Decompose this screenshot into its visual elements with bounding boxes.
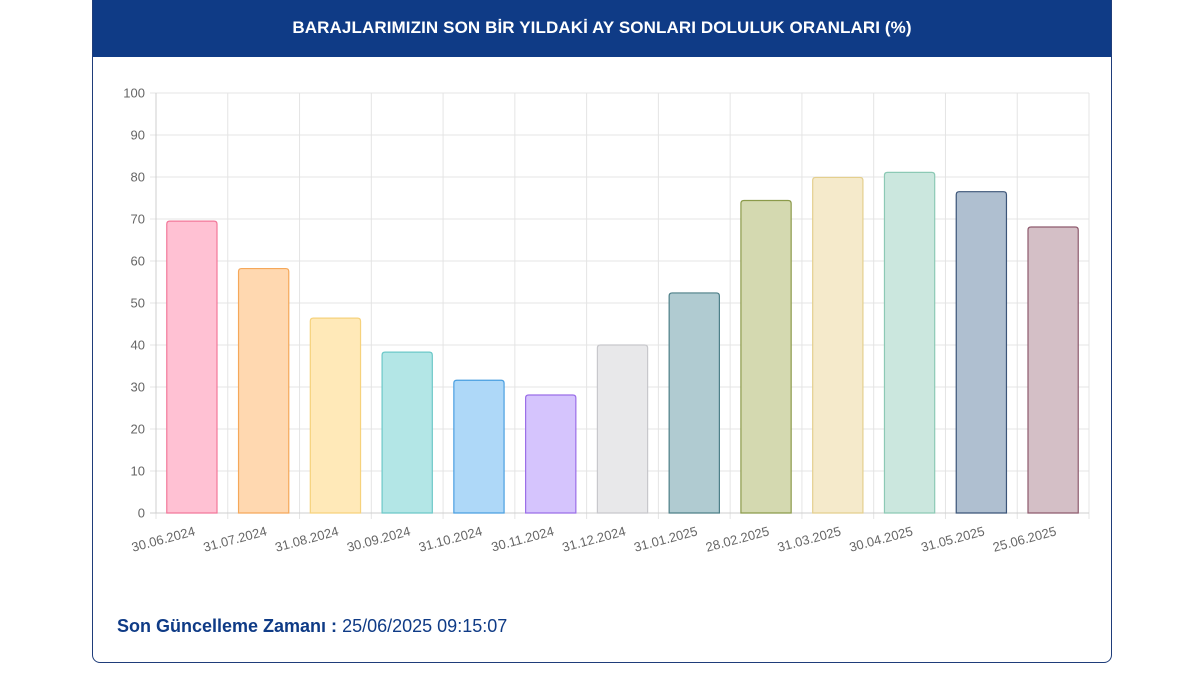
x-tick-label: 31.03.2025 xyxy=(776,523,843,554)
bar xyxy=(740,199,792,514)
last-update-value: 25/06/2025 09:15:07 xyxy=(342,616,508,636)
chart-title: BARAJLARIMIZIN SON BİR YILDAKİ AY SONLAR… xyxy=(292,18,912,37)
card-header: BARAJLARIMIZIN SON BİR YILDAKİ AY SONLAR… xyxy=(93,0,1111,57)
bar xyxy=(668,292,720,514)
x-tick-label: 30.09.2024 xyxy=(345,523,412,554)
y-tick-label: 100 xyxy=(123,86,145,101)
bar xyxy=(883,171,936,514)
x-tick-label: 31.10.2024 xyxy=(417,523,484,554)
y-tick-label: 20 xyxy=(131,422,145,437)
y-tick-label: 80 xyxy=(131,170,145,185)
bar xyxy=(309,317,362,514)
y-tick-label: 30 xyxy=(131,380,145,395)
bar xyxy=(525,394,577,514)
x-tick-label: 31.05.2025 xyxy=(919,523,986,554)
x-tick-label: 25.06.2025 xyxy=(991,523,1058,554)
y-tick-label: 60 xyxy=(131,254,145,269)
x-tick-label: 30.06.2024 xyxy=(130,523,197,554)
bar xyxy=(453,379,505,514)
y-tick-label: 10 xyxy=(131,464,145,479)
last-update: Son Güncelleme Zamanı : 25/06/2025 09:15… xyxy=(117,616,507,637)
x-tick-label: 31.07.2024 xyxy=(202,523,269,554)
last-update-label: Son Güncelleme Zamanı : xyxy=(117,616,338,636)
bar xyxy=(237,267,290,514)
bar xyxy=(812,176,864,514)
y-tick-label: 0 xyxy=(138,506,145,521)
bar xyxy=(166,220,218,514)
y-tick-label: 50 xyxy=(131,296,145,311)
bar xyxy=(1027,226,1079,514)
y-tick-label: 70 xyxy=(131,212,145,227)
x-tick-label: 30.11.2024 xyxy=(490,523,556,554)
bar xyxy=(955,191,1008,514)
y-tick-label: 90 xyxy=(131,128,145,143)
bar xyxy=(596,344,649,514)
bar xyxy=(381,351,433,514)
x-tick-label: 28.02.2025 xyxy=(704,523,771,554)
x-tick-label: 31.12.2024 xyxy=(561,523,628,554)
x-tick-label: 31.01.2025 xyxy=(632,523,699,554)
y-tick-label: 40 xyxy=(131,338,145,353)
x-tick-label: 31.08.2024 xyxy=(273,523,340,554)
bar-chart: 0 10 20 30 40 50 60 70 80 90 100 30.06.2024 31.07.20… xyxy=(123,86,1090,555)
chart-card: BARAJLARIMIZIN SON BİR YILDAKİ AY SONLAR… xyxy=(92,0,1112,663)
x-tick-label: 30.04.2025 xyxy=(848,523,915,554)
